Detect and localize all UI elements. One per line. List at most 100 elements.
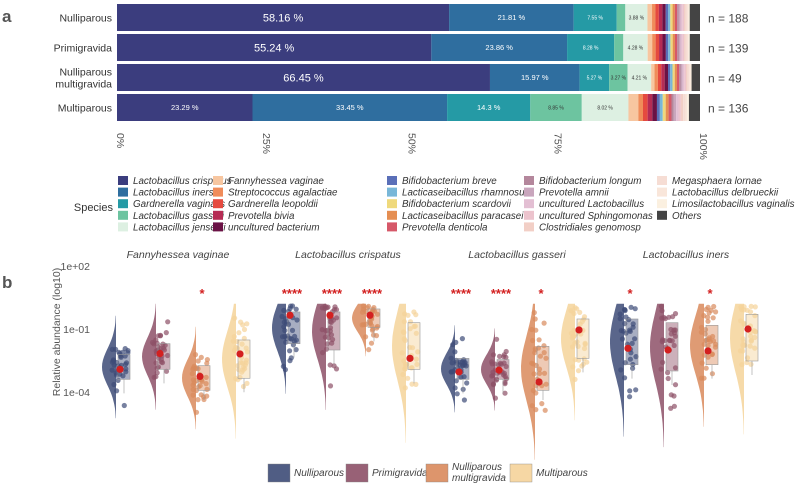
legend-swatch <box>387 210 397 220</box>
jitter-point <box>461 397 467 403</box>
jitter-point <box>230 338 236 344</box>
legend-item-lactobacillus-iners: Lactobacillus iners <box>118 187 214 199</box>
violin-shape <box>352 303 366 357</box>
bar-data-label: 23.86 % <box>485 43 513 52</box>
x-tick-label: 100% <box>697 133 709 160</box>
violin-shape <box>182 326 196 430</box>
jitter-point <box>536 366 543 372</box>
significance-stars: * <box>627 286 633 301</box>
jitter-point <box>706 310 712 316</box>
bar-segment-prevotella-amnii <box>678 4 681 31</box>
jitter-point <box>737 348 744 354</box>
jitter-point <box>532 350 538 356</box>
bar-data-label: 58.16 % <box>263 12 304 24</box>
bar-segment-lacticaseibacillus-paracasei <box>665 94 669 121</box>
bar-segment-lactobacillus-crispatus <box>117 4 450 31</box>
bar-segment-limosilactobacillus-vaginalis <box>687 94 689 121</box>
jitter-point <box>632 336 638 342</box>
violin-panel-lactobacillus-iners: Lactobacillus iners * * <box>610 249 759 448</box>
legend-item-prevotella-amnii: Prevotella amnii <box>524 187 610 199</box>
bar-data-label: 8.85 % <box>548 105 564 111</box>
jitter-point <box>494 336 500 342</box>
legend-swatch <box>387 199 397 209</box>
jitter-point <box>629 340 635 346</box>
bar-row-multiparous: Multiparous 23.29 % 33.45 % 14.3 % 8.85 % 8.0… <box>58 94 749 121</box>
bar-segment-lactobacillus-iners <box>252 94 448 121</box>
jitter-point <box>705 318 711 324</box>
jitter-point <box>240 367 246 373</box>
bar-segment-prevotella-denticola <box>674 4 678 31</box>
bar-segment-uncultured-bacterium <box>662 4 666 31</box>
legend-label: Nulliparous <box>452 462 502 473</box>
jitter-point <box>581 314 588 320</box>
jitter-point <box>293 306 299 312</box>
legend-swatch <box>524 222 534 232</box>
jitter-point <box>541 370 548 376</box>
group-multiparous <box>222 303 251 439</box>
bar-segment-uncultured-lactobacillus <box>680 4 683 31</box>
bar-segment-prevotella-denticola <box>668 94 672 121</box>
legend-item-lactobacillus-jensenii: Lactobacillus jensenii <box>118 222 226 233</box>
jitter-point <box>740 343 746 349</box>
jitter-point <box>705 342 711 349</box>
mean-point <box>366 311 374 319</box>
jitter-point <box>282 333 288 339</box>
legend-swatch <box>345 463 369 483</box>
mean-point <box>624 344 632 352</box>
bar-segment-prevotella-amnii <box>673 94 677 121</box>
legend-item-lactobacillus-delbrueckii: Lactobacillus delbrueckii <box>657 187 779 199</box>
jitter-point <box>531 310 537 316</box>
jitter-point <box>241 335 247 341</box>
jitter-point <box>190 386 196 393</box>
legend-item-lactobacillus-gasseri: Lactobacillus gasseri <box>118 210 225 222</box>
legend-item-bifidobacterium-longum: Bifidobacterium longum <box>524 176 641 187</box>
bar-segment-uncultured-lactobacillus <box>682 64 685 91</box>
x-tick-label: 50% <box>406 133 418 154</box>
legend-swatch <box>657 199 667 209</box>
bar-segment-lactobacillus-iners <box>449 4 574 31</box>
jitter-point <box>703 365 709 371</box>
jitter-point <box>747 343 753 349</box>
jitter-point <box>448 355 454 361</box>
jitter-point <box>333 366 340 372</box>
jitter-point <box>293 347 299 353</box>
jitter-point <box>529 326 535 333</box>
jitter-point <box>572 340 578 346</box>
jitter-point <box>575 368 582 374</box>
legend-label: Lacticaseibacillus rhamnosus <box>402 188 530 199</box>
legend-item-nulliparous: Nulliparous <box>267 463 344 483</box>
jitter-point <box>366 347 372 353</box>
legend-item-lacticaseibacillus-paracasei: Lacticaseibacillus paracasei <box>387 210 524 222</box>
jitter-point <box>503 363 509 370</box>
jitter-point <box>543 381 549 387</box>
jitter-point <box>413 312 419 318</box>
jitter-point <box>748 303 754 309</box>
significance-stars: **** <box>322 286 343 301</box>
jitter-point <box>235 363 241 369</box>
jitter-point <box>195 358 201 364</box>
jitter-point <box>630 365 636 371</box>
box <box>705 325 719 365</box>
jitter-point <box>711 303 717 310</box>
mean-point <box>326 311 334 319</box>
significance-stars: * <box>538 286 544 301</box>
bar-segment-lactobacillus-jensenii <box>625 4 648 31</box>
jitter-point <box>707 338 713 344</box>
mean-point <box>744 325 752 333</box>
jitter-point <box>373 333 380 339</box>
bar-segment-streptococcus-agalactiae <box>654 64 658 91</box>
mean-point <box>286 311 294 319</box>
jitter-point <box>665 375 671 382</box>
bar-segment-prevotella-denticola <box>674 34 678 61</box>
violin-panel-lactobacillus-gasseri: Lactobacillus gasseri**** **** * <box>441 249 590 460</box>
jitter-point <box>407 319 414 325</box>
jitter-point <box>748 333 754 339</box>
legend-swatch <box>118 222 128 232</box>
jitter-point <box>617 316 623 322</box>
legend-swatch <box>657 210 667 220</box>
legend-item-limosilactobacillus-vaginalis: Limosilactobacillus vaginalis <box>657 199 795 210</box>
bar-segment-lactobacillus-delbrueckii <box>687 4 689 31</box>
legend-label: Megasphaera lornae <box>672 176 762 187</box>
jitter-point <box>698 324 705 331</box>
